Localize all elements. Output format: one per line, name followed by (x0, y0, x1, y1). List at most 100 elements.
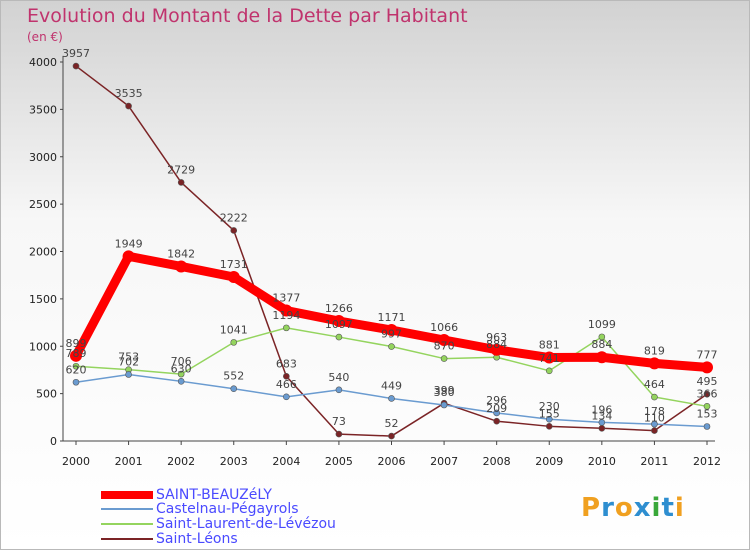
data-label: 449 (381, 379, 402, 392)
data-point (598, 333, 606, 341)
data-label: 134 (591, 409, 612, 422)
data-point (493, 409, 500, 417)
data-point (440, 401, 448, 409)
y-tick-label: 2500 (29, 198, 57, 211)
data-label: 1949 (115, 237, 143, 250)
data-label: 380 (434, 386, 455, 399)
data-point (335, 333, 343, 341)
data-label: 884 (486, 338, 507, 351)
data-point (595, 351, 608, 364)
x-tick-label: 2008 (483, 455, 511, 468)
x-tick-label: 2007 (430, 455, 458, 468)
y-tick-label: 1000 (29, 340, 57, 353)
x-tick-label: 2011 (640, 455, 668, 468)
data-point (125, 102, 132, 110)
legend-label: Castelnau-Pégayrols (156, 501, 299, 517)
data-label: 963 (486, 331, 507, 344)
data-label: 1266 (325, 302, 353, 315)
data-point (703, 390, 711, 398)
data-label: 630 (171, 362, 192, 375)
data-label: 155 (539, 407, 560, 420)
x-tick-label: 2004 (272, 455, 300, 468)
legend-label: Saint-Laurent-de-Lévézou (156, 516, 336, 532)
data-label: 466 (276, 378, 297, 391)
data-label: 1194 (272, 309, 300, 322)
data-point (703, 423, 711, 430)
data-label: 73 (332, 415, 346, 428)
data-point (651, 427, 658, 434)
data-point (388, 432, 395, 440)
data-point (703, 403, 711, 410)
data-label: 3957 (62, 47, 90, 60)
data-label: 178 (644, 405, 665, 418)
x-tick-label: 2006 (378, 455, 406, 468)
data-point (598, 419, 606, 426)
data-label: 789 (66, 347, 87, 360)
data-label: 1171 (378, 311, 406, 324)
data-label: 1099 (588, 318, 616, 331)
data-point (332, 315, 345, 328)
legend-swatch (101, 508, 153, 510)
data-label: 196 (591, 403, 612, 416)
legend-swatch (101, 523, 153, 525)
data-point (227, 270, 240, 283)
data-point (72, 362, 80, 370)
x-tick-label: 2005 (325, 455, 353, 468)
data-point (122, 250, 135, 263)
data-label: 110 (644, 412, 665, 425)
data-point (543, 351, 556, 364)
data-label: 683 (276, 357, 297, 370)
x-tick-label: 2001 (115, 455, 143, 468)
data-point (701, 361, 713, 374)
y-tick-label: 1500 (29, 293, 57, 306)
data-label: 702 (118, 355, 139, 368)
data-point (70, 349, 82, 362)
data-label: 230 (539, 400, 560, 413)
data-label: 777 (697, 348, 718, 361)
data-label: 997 (381, 328, 402, 341)
data-point (230, 227, 238, 234)
data-point (598, 425, 606, 432)
data-point (280, 304, 293, 317)
data-point (493, 417, 500, 425)
data-label: 881 (539, 339, 560, 352)
data-point (283, 393, 290, 401)
data-label: 2729 (167, 163, 195, 176)
y-tick-label: 3000 (29, 151, 57, 164)
data-label: 464 (644, 378, 665, 391)
y-tick-label: 4000 (29, 56, 57, 69)
data-point (490, 343, 503, 356)
data-point (651, 393, 658, 401)
data-label: 1377 (272, 292, 300, 305)
data-point (72, 62, 80, 70)
data-point (335, 430, 343, 438)
x-tick-label: 2002 (167, 455, 195, 468)
data-label: 366 (697, 387, 718, 400)
data-label: 1041 (220, 323, 248, 336)
data-label: 899 (66, 337, 87, 350)
data-label: 1066 (430, 321, 458, 334)
x-tick-label: 2009 (535, 455, 563, 468)
y-axis-unit: (en €) (27, 30, 63, 44)
data-label: 495 (697, 375, 718, 388)
data-label: 209 (486, 402, 507, 415)
legend-label: SAINT-BEAUZéLY (156, 487, 272, 503)
data-label: 1842 (167, 247, 195, 260)
x-tick-label: 2003 (220, 455, 248, 468)
y-tick-label: 0 (50, 435, 57, 448)
x-tick-label: 2010 (588, 455, 616, 468)
data-point (438, 333, 451, 346)
data-label: 540 (328, 371, 349, 384)
data-point (72, 378, 80, 386)
data-label: 552 (223, 370, 244, 383)
data-point (283, 324, 290, 332)
data-point (545, 367, 553, 375)
data-point (177, 179, 185, 186)
data-label: 153 (697, 408, 718, 421)
data-point (545, 423, 553, 430)
data-point (175, 260, 188, 273)
data-point (388, 395, 395, 402)
proxiti-logo: Proxiti (581, 493, 685, 523)
